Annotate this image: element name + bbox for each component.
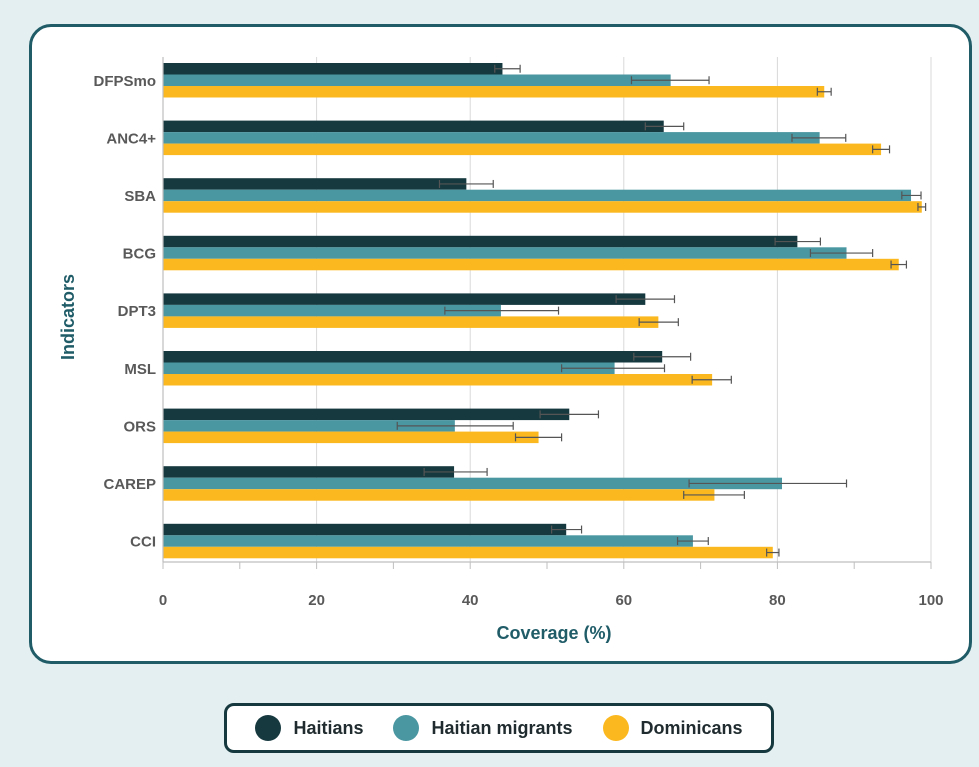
y-axis-title: Indicators <box>58 274 78 360</box>
bar <box>163 466 455 478</box>
y-tick-label: DPT3 <box>118 303 156 320</box>
legend-swatch-haitians <box>255 715 282 741</box>
bar <box>163 489 715 501</box>
x-tick-label: 60 <box>615 592 632 609</box>
bar <box>163 477 783 490</box>
bar <box>163 420 455 432</box>
x-tick-label: 0 <box>159 592 167 609</box>
bar <box>163 143 882 156</box>
bar <box>163 431 539 444</box>
x-tick-label: 80 <box>769 592 786 609</box>
bar <box>163 316 659 328</box>
bar <box>163 63 503 75</box>
bar <box>163 178 467 190</box>
x-tick-label: 40 <box>462 592 479 609</box>
bar <box>163 546 773 559</box>
bar <box>163 247 847 259</box>
legend-item-haitian-migrants: Haitian migrants <box>393 715 573 741</box>
legend-swatch-dominicans <box>602 715 629 741</box>
legend-swatch-haitian-migrants <box>393 715 420 741</box>
legend: Haitians Haitian migrants Dominicans <box>224 703 774 753</box>
y-tick-label: MSL <box>124 361 156 378</box>
y-tick-label: CAREP <box>103 476 156 493</box>
y-tick-label: DFPSmo <box>93 73 156 90</box>
tick-labels: 0 20 40 60 80 100 DFPSmo ANC4+ SBA BCG DPT3 MSL ORS C… <box>93 73 943 609</box>
bar <box>163 258 899 271</box>
bar <box>163 304 501 317</box>
bar <box>163 408 570 421</box>
legend-item-haitians: Haitians <box>255 715 363 741</box>
legend-label-dominicans: Dominicans <box>640 717 743 738</box>
legend-label-haitians: Haitians <box>293 717 364 738</box>
bar <box>163 351 663 363</box>
bar <box>163 293 646 305</box>
x-axis-title: Coverage (%) <box>496 623 611 643</box>
x-tick-label: 20 <box>308 592 325 609</box>
y-tick-label: BCG <box>123 246 156 263</box>
y-tick-label: CCI <box>130 534 156 551</box>
legend-label-haitian-migrants: Haitian migrants <box>431 717 573 738</box>
bar <box>163 374 713 386</box>
y-tick-label: ANC4+ <box>106 130 156 147</box>
y-tick-label: ORS <box>123 418 156 435</box>
x-tick-label: 100 <box>918 592 943 609</box>
axes <box>162 57 932 569</box>
bar <box>163 523 567 536</box>
bar <box>163 362 615 374</box>
error-bars <box>396 64 927 557</box>
bar <box>163 535 693 547</box>
legend-item-dominicans: Dominicans <box>602 715 743 741</box>
bar <box>163 235 798 248</box>
bars <box>163 63 922 559</box>
y-tick-label: SBA <box>124 188 156 205</box>
bar <box>163 74 671 86</box>
bar <box>163 132 820 144</box>
bar <box>163 189 912 202</box>
bar <box>163 120 664 133</box>
bar <box>163 201 922 213</box>
bar <box>163 86 825 98</box>
